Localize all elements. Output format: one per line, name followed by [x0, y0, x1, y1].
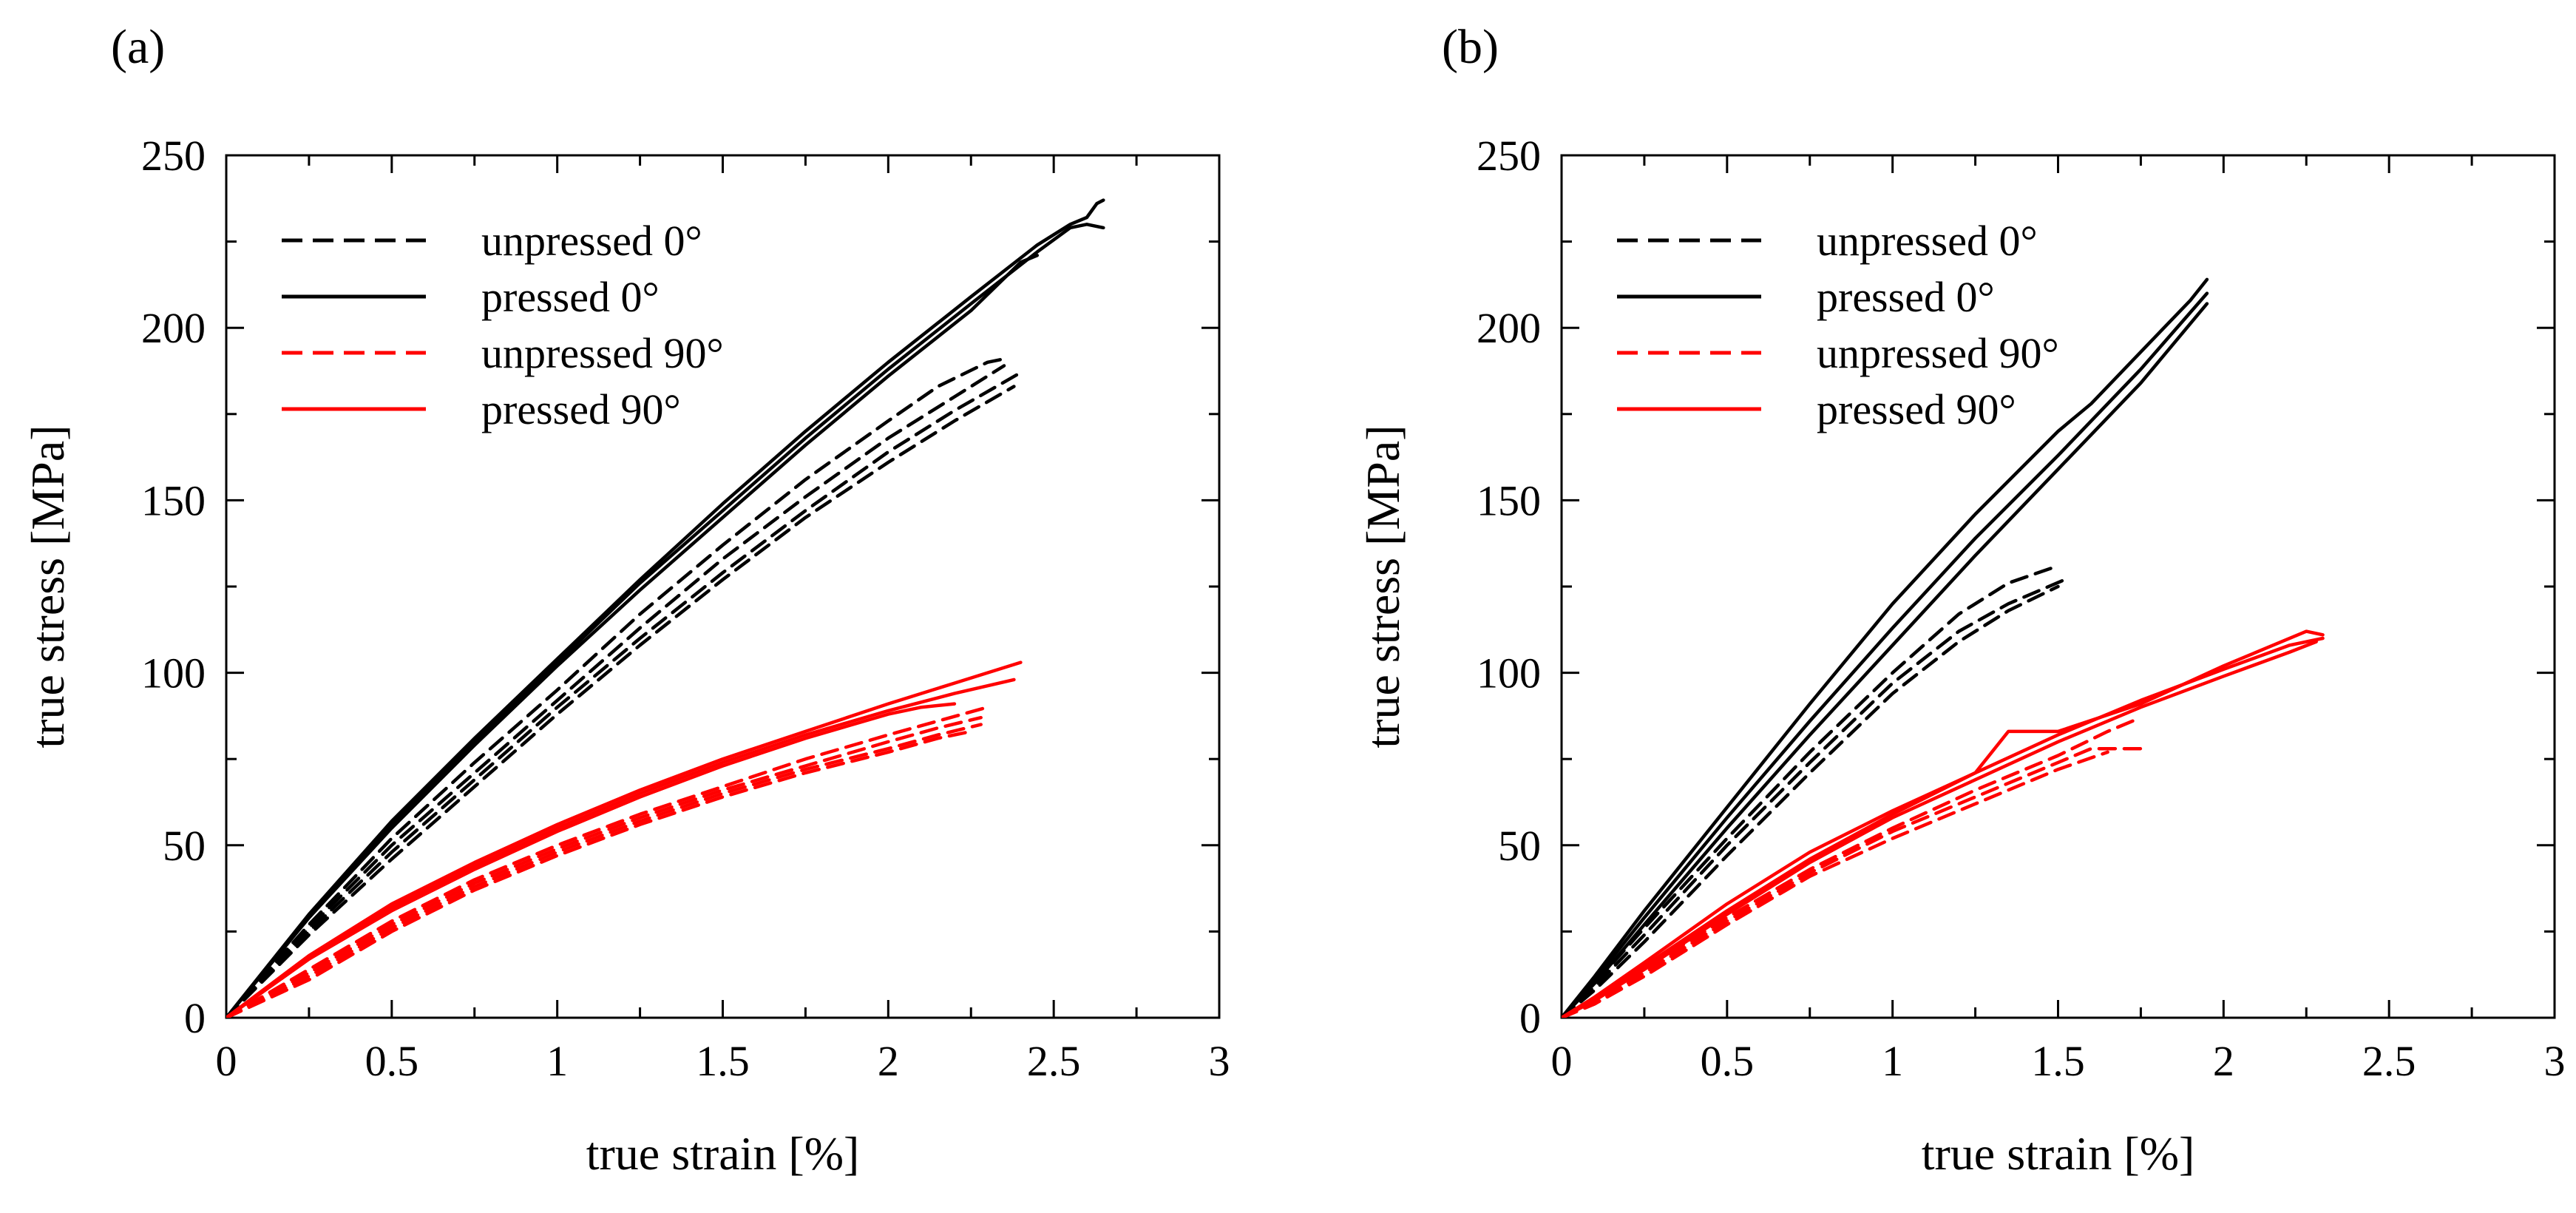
legend: unpressed 0° pressed 0° unpressed 90° press…	[1617, 217, 2059, 433]
series-line-unpressed-90--13	[226, 729, 973, 1018]
series-line-pressed-90--7	[226, 660, 1023, 1018]
series-line-pressed-0--2	[226, 254, 1040, 1018]
series-line-pressed-90--9	[226, 702, 957, 1018]
x-tick-label: 0.5	[365, 1037, 419, 1085]
x-axis-label: true strain [%]	[586, 1127, 860, 1180]
legend-label: pressed 0°	[1817, 273, 1995, 321]
series-line-unpressed-90--9	[1562, 715, 2143, 1018]
y-tick-label: 150	[1477, 476, 1541, 524]
y-axis-label: true stress [MPa]	[21, 425, 74, 748]
chart-panel-b: (b) 0 0.5 1 1.5 2 2.5 3 0 50 100 150 200 250 true stra…	[1357, 20, 2566, 1180]
legend-label: unpressed 0°	[1817, 217, 2038, 265]
series-line-unpressed-0--3	[226, 357, 1006, 1018]
series-line-unpressed-0--5	[1562, 584, 2060, 1018]
legend-label: pressed 90°	[481, 385, 681, 433]
panel-label: (a)	[111, 20, 165, 74]
legend-label: unpressed 90°	[481, 329, 724, 377]
series-line-unpressed-0--4	[1562, 578, 2067, 1018]
series-line-pressed-0--0	[226, 198, 1105, 1018]
series-line-unpressed-0--4	[226, 364, 1006, 1018]
y-tick-label: 200	[1477, 304, 1541, 352]
series-line-unpressed-90--10	[226, 705, 989, 1018]
series-line-unpressed-0--6	[226, 385, 1016, 1018]
y-tick-label: 50	[1498, 822, 1541, 870]
series-group	[226, 198, 1105, 1018]
legend-label: unpressed 90°	[1817, 329, 2059, 377]
series-line-pressed-0--0	[1562, 277, 2209, 1018]
x-tick-label: 1	[1882, 1037, 1903, 1085]
series-line-unpressed-90--12	[226, 723, 983, 1018]
series-line-pressed-0--1	[226, 223, 1105, 1018]
y-tick-label: 50	[163, 822, 206, 870]
x-tick-label: 1.5	[2031, 1037, 2085, 1085]
x-tick-label: 1	[546, 1037, 568, 1085]
series-line-unpressed-90--10	[1562, 746, 2143, 1018]
series-line-unpressed-90--11	[1562, 750, 2109, 1018]
x-tick-label: 0.5	[1701, 1037, 1755, 1085]
plot-frame	[225, 154, 1221, 1019]
x-tick-label: 2	[2213, 1037, 2234, 1085]
y-tick-label: 100	[1477, 649, 1541, 697]
y-tick-label: 0	[1519, 994, 1541, 1042]
x-tick-label: 0	[216, 1037, 237, 1085]
series-group	[1562, 277, 2325, 1018]
x-tick-label: 2.5	[1027, 1037, 1081, 1085]
y-tick-label: 200	[141, 304, 206, 352]
x-tick-label: 0	[1551, 1037, 1573, 1085]
chart-panel-a: (a) 0 0.5 1 1.5 2 2.5 3 0 50 100 150 200 250 true stra…	[21, 20, 1230, 1180]
y-tick-label: 100	[141, 649, 206, 697]
x-tick-label: 3	[1209, 1037, 1230, 1085]
legend: unpressed 0° pressed 0° unpressed 90° press…	[282, 217, 724, 433]
x-tick-label: 1.5	[696, 1037, 750, 1085]
legend-label: unpressed 0°	[481, 217, 702, 265]
legend-label: pressed 90°	[1817, 385, 2016, 433]
series-line-unpressed-0--5	[226, 371, 1023, 1018]
y-tick-label: 250	[1477, 132, 1541, 180]
legend-label: pressed 0°	[481, 273, 660, 321]
x-axis-label: true strain [%]	[1922, 1127, 2195, 1180]
y-axis-label: true stress [MPa]	[1357, 425, 1409, 748]
series-line-unpressed-90--11	[226, 715, 983, 1018]
series-line-pressed-90--8	[226, 678, 1016, 1018]
y-tick-label: 150	[141, 476, 206, 524]
series-line-unpressed-0--3	[1562, 564, 2060, 1018]
series-line-pressed-90--7	[1562, 636, 2325, 1018]
panel-label: (b)	[1442, 20, 1499, 74]
x-tick-label: 2	[878, 1037, 899, 1085]
series-line-pressed-90--6	[1562, 629, 2325, 1018]
x-tick-label: 3	[2544, 1037, 2566, 1085]
series-line-pressed-0--1	[1562, 291, 2209, 1018]
series-line-pressed-90--8	[1562, 640, 2318, 1018]
y-tick-label: 0	[184, 994, 206, 1042]
x-tick-label: 2.5	[2362, 1037, 2416, 1085]
y-tick-label: 250	[141, 132, 206, 180]
